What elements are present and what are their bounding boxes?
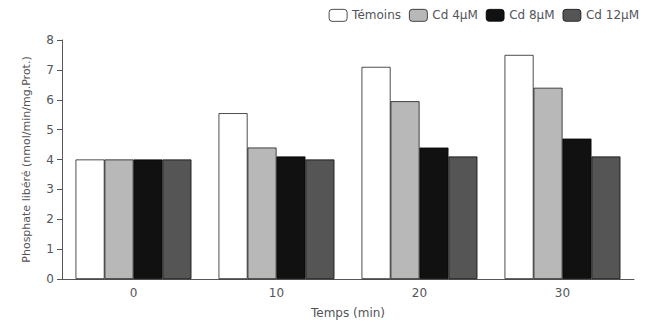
- svg-text:10: 10: [269, 286, 284, 300]
- svg-text:Cd 8μM: Cd 8μM: [509, 8, 554, 22]
- svg-text:3: 3: [46, 182, 54, 196]
- svg-text:1: 1: [46, 242, 54, 256]
- svg-text:Temps (min): Temps (min): [310, 306, 385, 320]
- svg-text:5: 5: [46, 123, 54, 137]
- svg-text:Phosphate libéré (nmol/min/mg.: Phosphate libéré (nmol/min/mg.Prot.): [20, 56, 33, 262]
- svg-text:2: 2: [46, 212, 54, 226]
- svg-text:30: 30: [555, 286, 570, 300]
- svg-text:0: 0: [46, 272, 54, 286]
- svg-text:20: 20: [412, 286, 427, 300]
- svg-text:Témoins: Témoins: [351, 8, 401, 22]
- svg-text:Cd 12μM: Cd 12μM: [586, 8, 639, 22]
- svg-text:8: 8: [46, 33, 54, 47]
- svg-text:6: 6: [46, 93, 54, 107]
- svg-text:4: 4: [46, 153, 54, 167]
- svg-text:7: 7: [46, 63, 54, 77]
- svg-text:0: 0: [130, 286, 138, 300]
- svg-text:Cd 4μM: Cd 4μM: [432, 8, 477, 22]
